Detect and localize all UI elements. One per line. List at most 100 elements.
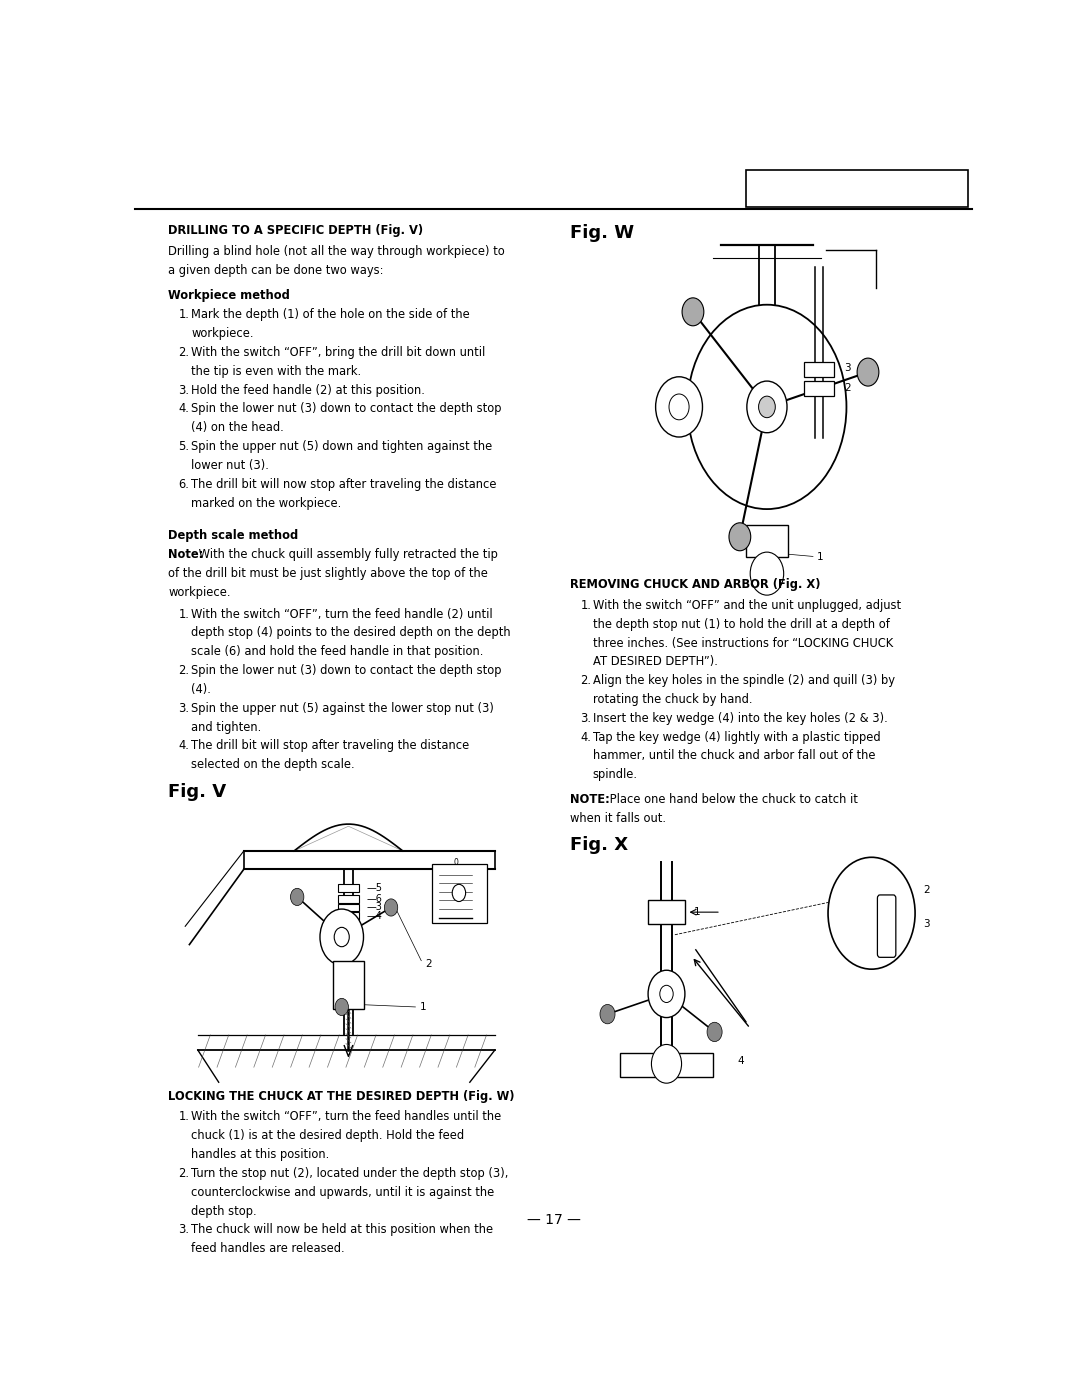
Text: 4: 4 — [738, 1056, 744, 1066]
Circle shape — [683, 298, 704, 326]
Text: 3.: 3. — [178, 701, 189, 715]
Text: With the switch “OFF” and the unit unplugged, adjust: With the switch “OFF” and the unit unplu… — [593, 599, 901, 612]
Text: With the chuck quill assembly fully retracted the tip: With the chuck quill assembly fully retr… — [195, 548, 498, 562]
FancyBboxPatch shape — [746, 170, 968, 207]
Text: selected on the depth scale.: selected on the depth scale. — [191, 759, 354, 771]
Text: and tighten.: and tighten. — [191, 721, 261, 733]
Text: scale (6) and hold the feed handle in that position.: scale (6) and hold the feed handle in th… — [191, 645, 484, 658]
Circle shape — [600, 1004, 615, 1024]
Text: 1.: 1. — [580, 599, 591, 612]
Text: —4: —4 — [367, 911, 382, 921]
Text: a given depth can be done two ways:: a given depth can be done two ways: — [168, 264, 384, 277]
Text: Spin the upper nut (5) down and tighten against the: Spin the upper nut (5) down and tighten … — [191, 440, 492, 453]
Text: Mark the depth (1) of the hole on the side of the: Mark the depth (1) of the hole on the si… — [191, 309, 470, 321]
Text: Spin the lower nut (3) down to contact the depth stop: Spin the lower nut (3) down to contact t… — [191, 664, 501, 678]
Text: the tip is even with the mark.: the tip is even with the mark. — [191, 365, 361, 377]
Text: The drill bit will stop after traveling the distance: The drill bit will stop after traveling … — [191, 739, 470, 753]
Text: REMOVING CHUCK AND ARBOR (Fig. X): REMOVING CHUCK AND ARBOR (Fig. X) — [570, 578, 821, 591]
Text: counterclockwise and upwards, until it is against the: counterclockwise and upwards, until it i… — [191, 1186, 495, 1199]
Text: 0: 0 — [454, 858, 458, 868]
Text: —5: —5 — [367, 883, 382, 893]
Text: 1.: 1. — [178, 309, 189, 321]
Text: 2.: 2. — [580, 675, 591, 687]
Text: depth stop (4) points to the desired depth on the depth: depth stop (4) points to the desired dep… — [191, 626, 511, 640]
Text: AT DESIRED DEPTH”).: AT DESIRED DEPTH”). — [593, 655, 718, 668]
Text: lower nut (3).: lower nut (3). — [191, 458, 269, 472]
FancyBboxPatch shape — [333, 961, 364, 1009]
Text: spindle.: spindle. — [593, 768, 638, 781]
Text: workpiece.: workpiece. — [191, 327, 254, 339]
Text: 3.: 3. — [178, 1224, 189, 1236]
Text: Tap the key wedge (4) lightly with a plastic tipped: Tap the key wedge (4) lightly with a pla… — [593, 731, 880, 743]
Text: Insert the key wedge (4) into the key holes (2 & 3).: Insert the key wedge (4) into the key ho… — [593, 712, 888, 725]
Text: 1.: 1. — [178, 608, 189, 620]
Text: Fig. V: Fig. V — [168, 782, 227, 800]
Text: Depth scale method: Depth scale method — [168, 528, 299, 542]
FancyBboxPatch shape — [746, 525, 788, 557]
Circle shape — [707, 1023, 723, 1042]
Text: rotating the chuck by hand.: rotating the chuck by hand. — [593, 693, 753, 705]
Text: 3: 3 — [843, 363, 851, 373]
Bar — [338, 884, 360, 891]
Text: the depth stop nut (1) to hold the drill at a depth of: the depth stop nut (1) to hold the drill… — [593, 617, 890, 630]
Circle shape — [291, 888, 303, 905]
Text: With the switch “OFF”, bring the drill bit down until: With the switch “OFF”, bring the drill b… — [191, 346, 485, 359]
Circle shape — [669, 394, 689, 420]
Text: Fig. X: Fig. X — [570, 835, 629, 854]
Circle shape — [648, 971, 685, 1017]
Text: workpiece.: workpiece. — [168, 585, 231, 599]
Text: —3: —3 — [367, 902, 382, 912]
Text: Fig. W: Fig. W — [570, 224, 634, 242]
Text: Note:: Note: — [168, 548, 204, 562]
Text: Spin the lower nut (3) down to contact the depth stop: Spin the lower nut (3) down to contact t… — [191, 402, 501, 415]
Circle shape — [453, 884, 465, 901]
Circle shape — [660, 985, 673, 1003]
Bar — [804, 381, 834, 397]
Circle shape — [334, 928, 349, 947]
Text: Place one hand below the chuck to catch it: Place one hand below the chuck to catch … — [606, 792, 859, 806]
Text: 2.: 2. — [178, 664, 189, 678]
Circle shape — [688, 305, 847, 509]
Text: 3: 3 — [923, 919, 930, 929]
Text: — 17 —: — 17 — — [527, 1213, 580, 1227]
Text: The drill bit will now stop after traveling the distance: The drill bit will now stop after travel… — [191, 478, 497, 490]
Text: 1.: 1. — [178, 1111, 189, 1123]
Text: of the drill bit must be just slightly above the top of the: of the drill bit must be just slightly a… — [168, 567, 488, 580]
Text: 2.: 2. — [178, 346, 189, 359]
Bar — [338, 912, 360, 919]
Bar — [804, 362, 834, 377]
Text: chuck (1) is at the desired depth. Hold the feed: chuck (1) is at the desired depth. Hold … — [191, 1129, 464, 1143]
Text: With the switch “OFF”, turn the feed handle (2) until: With the switch “OFF”, turn the feed han… — [191, 608, 492, 620]
Text: hammer, until the chuck and arbor fall out of the: hammer, until the chuck and arbor fall o… — [593, 749, 875, 763]
Bar — [648, 900, 685, 923]
Text: handles at this position.: handles at this position. — [191, 1148, 329, 1161]
Circle shape — [828, 858, 915, 970]
Text: 1: 1 — [694, 907, 701, 918]
Text: Align the key holes in the spindle (2) and quill (3) by: Align the key holes in the spindle (2) a… — [593, 675, 895, 687]
Circle shape — [651, 1045, 681, 1083]
Text: Spin the upper nut (5) against the lower stop nut (3): Spin the upper nut (5) against the lower… — [191, 701, 494, 715]
Text: 3.: 3. — [178, 384, 189, 397]
Text: LOCKING THE CHUCK AT THE DESIRED DEPTH (Fig. W): LOCKING THE CHUCK AT THE DESIRED DEPTH (… — [168, 1090, 515, 1102]
Text: 6.: 6. — [178, 478, 189, 490]
Bar — [338, 895, 360, 902]
Circle shape — [384, 898, 397, 916]
Text: 2: 2 — [843, 383, 851, 393]
Text: 3.: 3. — [580, 712, 591, 725]
Text: 1: 1 — [818, 552, 824, 563]
Circle shape — [751, 552, 784, 595]
FancyBboxPatch shape — [877, 895, 895, 957]
Text: NOTE:: NOTE: — [570, 792, 610, 806]
Text: feed handles are released.: feed handles are released. — [191, 1242, 345, 1256]
Text: depth stop.: depth stop. — [191, 1204, 257, 1218]
Text: —6: —6 — [367, 894, 382, 904]
Text: 4.: 4. — [580, 731, 591, 743]
Bar — [432, 863, 486, 923]
Text: 2: 2 — [426, 958, 432, 970]
Text: (4).: (4). — [191, 683, 211, 696]
Text: (4) on the head.: (4) on the head. — [191, 422, 284, 434]
Text: 4.: 4. — [178, 739, 189, 753]
Text: 4.: 4. — [178, 402, 189, 415]
Circle shape — [729, 522, 751, 550]
Text: 2: 2 — [923, 884, 930, 894]
